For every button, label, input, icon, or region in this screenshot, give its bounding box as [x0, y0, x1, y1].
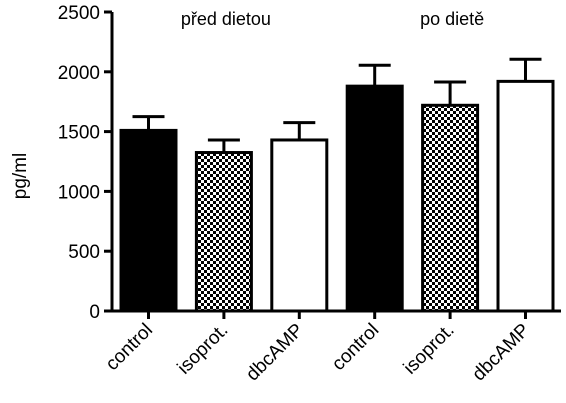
bar — [270, 138, 329, 313]
category-label: control — [328, 320, 383, 375]
y-tick-label: 2000 — [58, 63, 100, 84]
y-tick-label: 1500 — [58, 123, 100, 144]
category-labels: control isoprot. dbcAMP control isoprot. dbcA… — [102, 311, 534, 385]
bar — [119, 128, 178, 313]
bar — [194, 151, 253, 313]
category-label: isoprot. — [174, 320, 233, 379]
group-annotations: před dietou po dietě — [181, 9, 484, 29]
y-tick-label: 0 — [89, 302, 100, 323]
group-annotation: po dietě — [420, 9, 484, 29]
bar — [421, 103, 480, 313]
y-axis-ticks: 0 500 1000 1500 2000 2500 — [58, 3, 112, 323]
category-label: dbcAMP — [242, 320, 308, 386]
y-tick-label: 1000 — [58, 182, 100, 203]
bar — [345, 84, 404, 313]
category-label: dbcAMP — [468, 320, 534, 386]
category-label: control — [102, 320, 157, 375]
y-axis-label: pg/ml — [10, 153, 31, 199]
bar — [496, 79, 555, 313]
category-label: isoprot. — [400, 320, 459, 379]
y-tick-label: 2500 — [58, 3, 100, 24]
bars — [119, 79, 555, 313]
error-bars — [132, 57, 542, 153]
y-tick-label: 500 — [68, 242, 100, 263]
group-annotation: před dietou — [181, 9, 271, 29]
